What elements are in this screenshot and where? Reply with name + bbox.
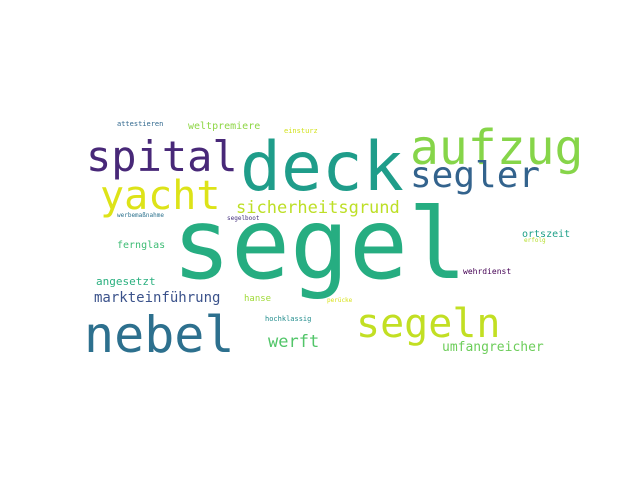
- word-weltpremiere: weltpremiere: [188, 121, 261, 132]
- word-wehrdienst: wehrdienst: [463, 267, 512, 276]
- word-deck: deck: [240, 128, 404, 207]
- word-werft: werft: [268, 332, 320, 352]
- word-ortszeit: ortszeit: [522, 229, 571, 240]
- word-einsturz: einsturz: [284, 127, 318, 135]
- word-spital: spital: [86, 132, 238, 181]
- word-segler: segler: [410, 155, 541, 196]
- word-peruecke: perücke: [327, 297, 353, 304]
- word-erfolg: erfolg: [524, 237, 546, 244]
- word-hochklassig: hochklassig: [265, 315, 312, 323]
- word-yacht: yacht: [100, 173, 221, 219]
- word-markteinfuehrung: markteinführung: [94, 290, 221, 306]
- word-sicherheitsgrund: sicherheitsgrund: [236, 198, 400, 218]
- word-hanse: hanse: [244, 294, 272, 304]
- word-nebel: nebel: [84, 306, 235, 364]
- word-aufzug: aufzug: [410, 120, 584, 176]
- word-segel: segel: [172, 188, 468, 302]
- word-fernglas: fernglas: [117, 240, 166, 251]
- word-werbemassnahme: werbemaßnahme: [117, 212, 164, 219]
- word-segelboot: segelboot: [227, 215, 260, 222]
- word-umfangreicher: umfangreicher: [442, 340, 544, 355]
- word-angesetzt: angesetzt: [96, 275, 156, 288]
- word-attestieren: attestieren: [117, 120, 164, 128]
- word-segeln: segeln: [356, 301, 501, 347]
